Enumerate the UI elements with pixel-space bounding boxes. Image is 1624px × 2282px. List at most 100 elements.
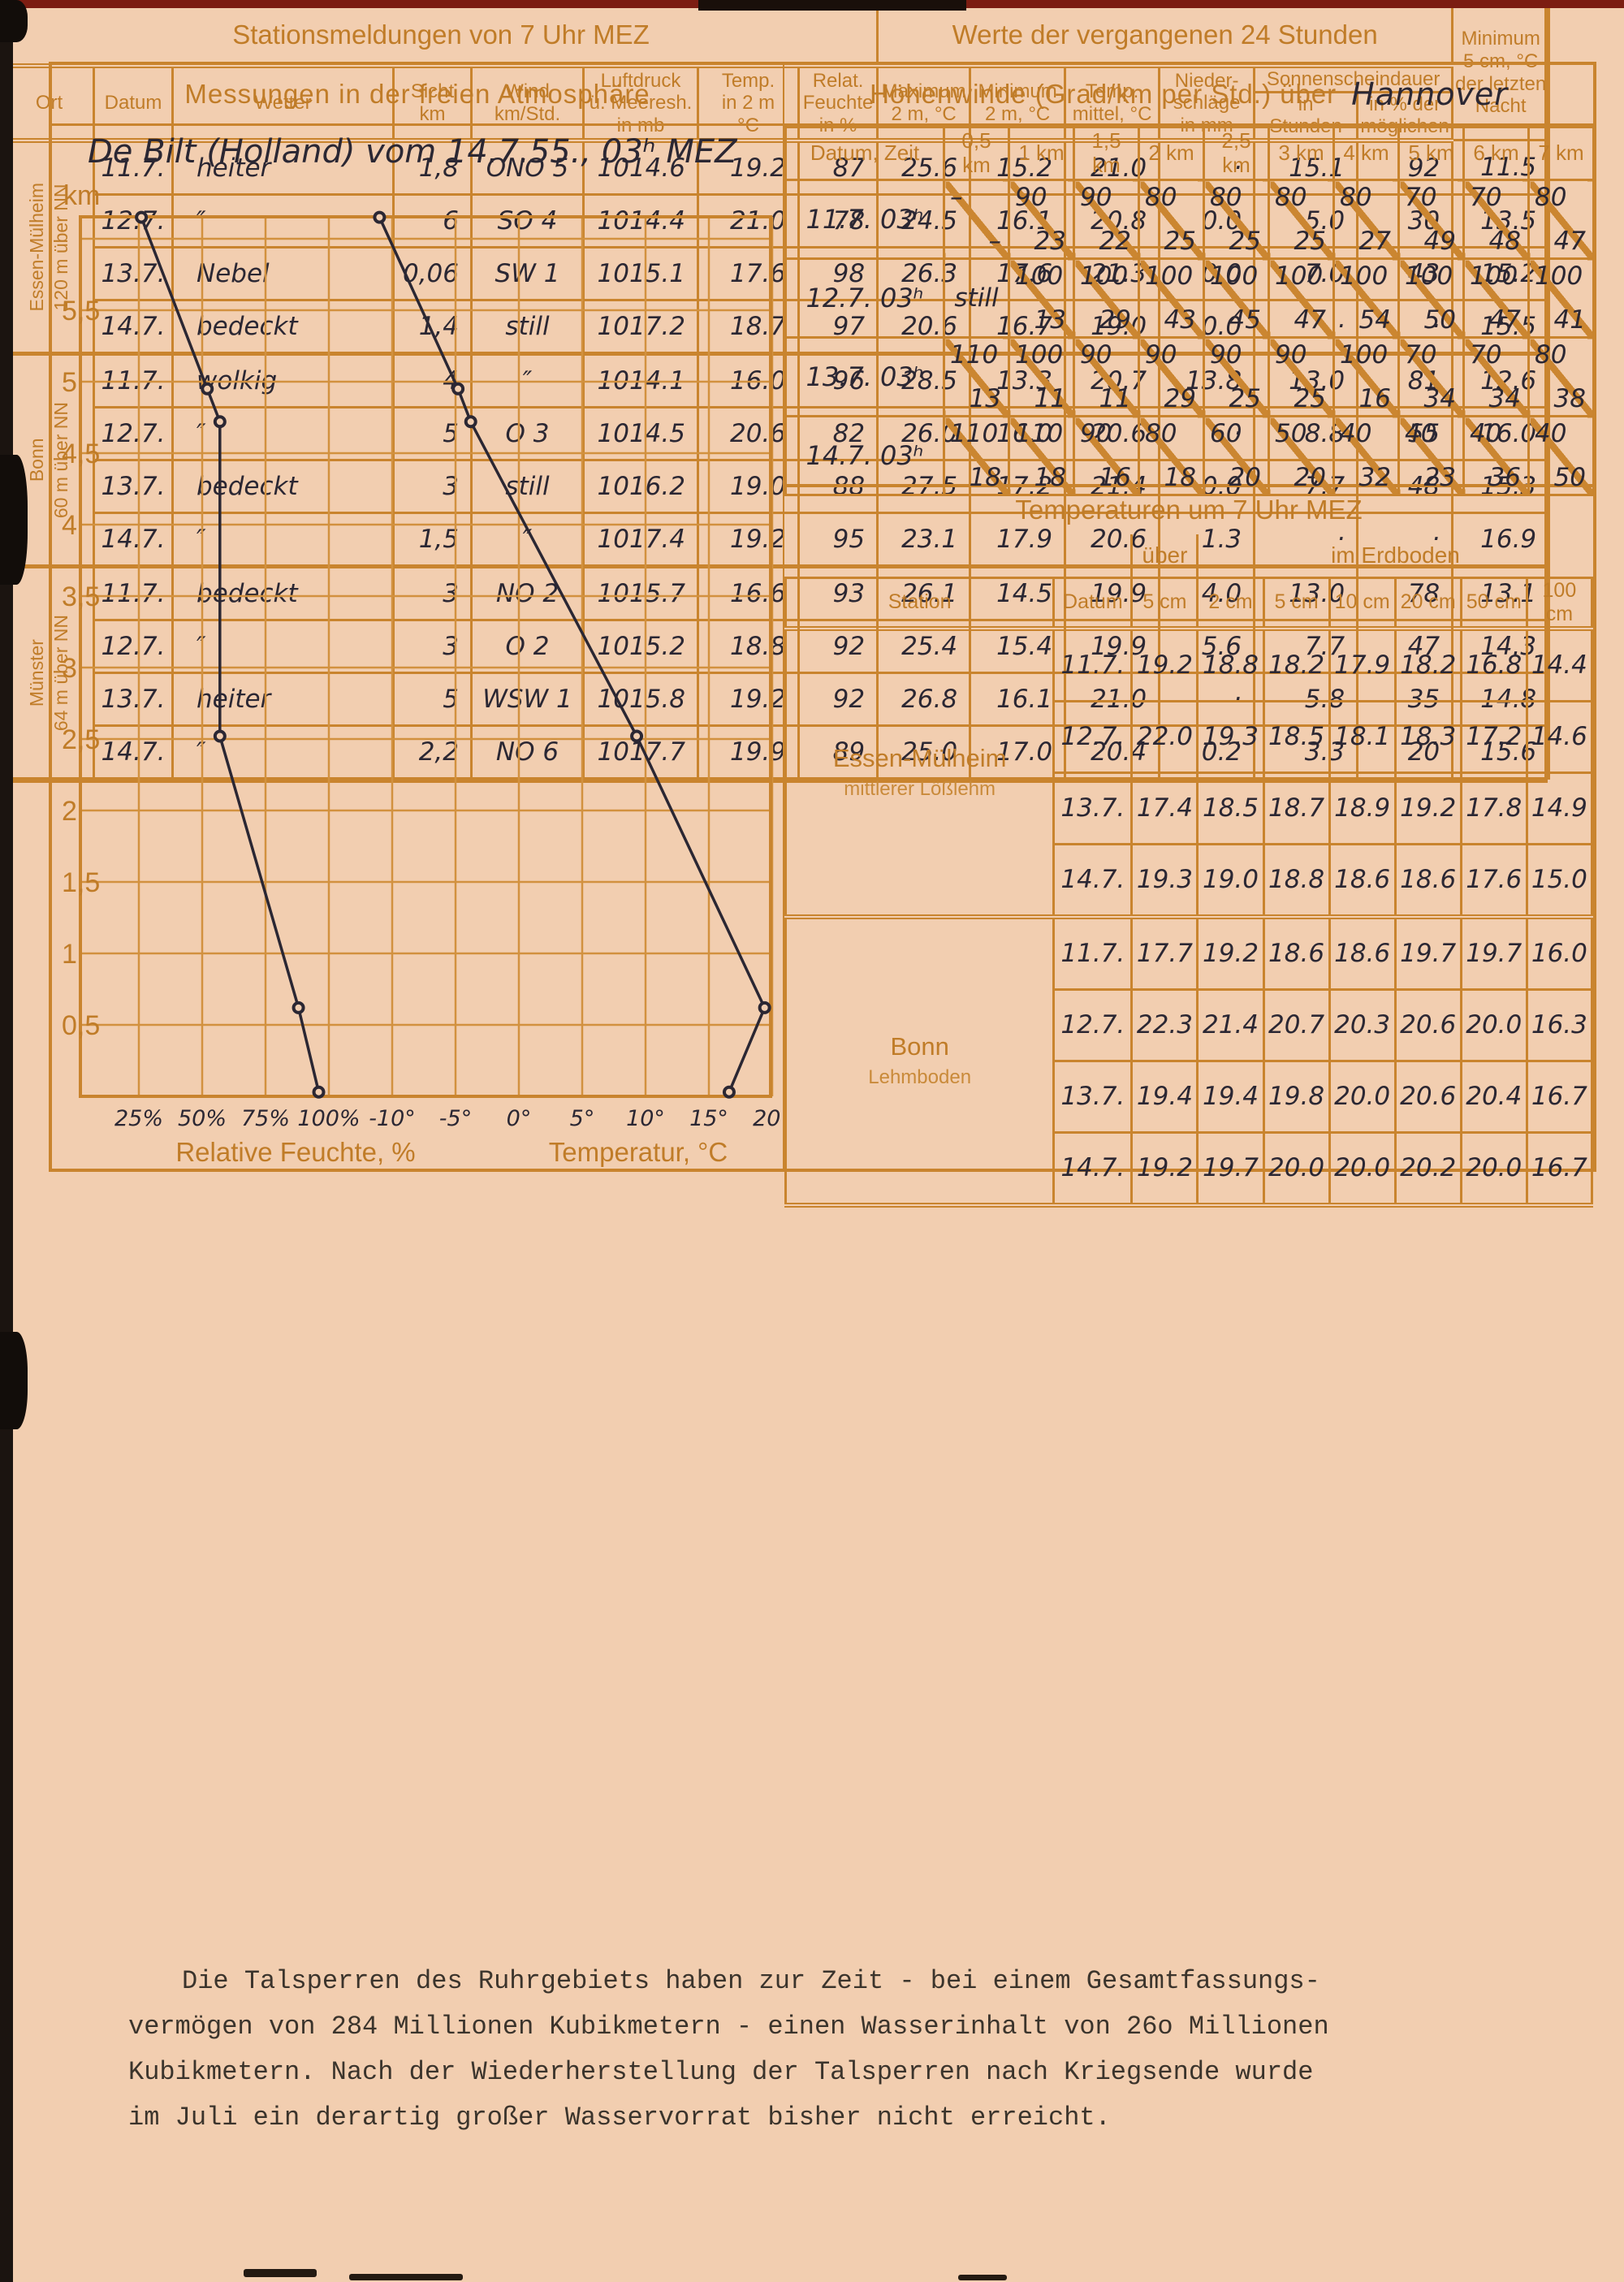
wind-cell: 80 25 xyxy=(1268,179,1335,260)
wind-cell: 90 16 xyxy=(1073,415,1140,496)
hoehenwinde-col-header: 3 km xyxy=(1268,126,1335,181)
soil-temperature-value: 19.2 xyxy=(1393,771,1462,845)
wind-direction: 90 xyxy=(1080,340,1112,370)
datum-cell: 13.7. xyxy=(93,245,174,301)
temperaturen-col-header: 20 cm xyxy=(1393,577,1462,631)
soil-temperature-value: 16.7 xyxy=(1525,1059,1594,1134)
wind-speed: 25 xyxy=(1229,227,1261,256)
soil-temperature-value: 18.1 xyxy=(1328,699,1397,774)
edge-blotch xyxy=(0,0,28,42)
svg-text:Relative Feuchte, %: Relative Feuchte, % xyxy=(175,1137,415,1167)
stations-col-header: Wetter xyxy=(171,64,395,143)
wind-cell: 100 41 xyxy=(1527,257,1595,339)
soil-temperature-value: 21.4 xyxy=(1196,988,1265,1062)
soil-temperature-value: 20.0 xyxy=(1262,1130,1331,1208)
station-soil-type: mittlerer Lößlehm xyxy=(844,778,996,800)
wind-cell: SW 1 xyxy=(470,245,585,301)
svg-text:5,5: 5,5 xyxy=(62,296,100,326)
svg-text:4: 4 xyxy=(62,510,77,541)
station-label-rotated: Münster 64 m über NN xyxy=(25,614,71,731)
soil-temperature-value: 16.3 xyxy=(1525,988,1594,1062)
wind-speed: 20 xyxy=(1294,463,1326,492)
datum-cell: 12.7. xyxy=(93,405,174,461)
hoehenwinde-row: 12.7. 03ʰ still 100 13 100 29 100 43 100 45 100 47 1… xyxy=(784,257,1595,339)
page-edge-left xyxy=(0,0,28,2282)
edge-mark xyxy=(244,2269,317,2277)
wind-speed: 25 xyxy=(1164,227,1196,256)
wind-cell: 60 20 xyxy=(1203,415,1270,496)
wind-speed: 50 xyxy=(1553,463,1586,492)
wind-value: still xyxy=(954,283,999,313)
wind-speed: 47 xyxy=(1488,305,1521,335)
datum-cell: 13.7. xyxy=(1052,771,1134,845)
header-im-erdboden: im Erdboden xyxy=(1331,542,1460,568)
sicht-cell: 5 xyxy=(392,405,473,461)
wind-cell: 80 47 xyxy=(1527,179,1595,260)
wind-speed: 16 xyxy=(1358,384,1391,413)
min_nacht-cell: 16.9 xyxy=(1451,511,1551,568)
wind-direction: 80 xyxy=(1535,340,1567,370)
soil-temperature-value: 19.8 xyxy=(1262,1059,1331,1134)
svg-text:100%: 100% xyxy=(297,1106,360,1131)
wind-speed: 22 xyxy=(1099,227,1131,256)
wind-direction: 70 xyxy=(1470,183,1502,212)
station-name: Bonn xyxy=(890,1032,949,1061)
wind-speed: 45 xyxy=(1229,305,1261,335)
wind-speed: 13 xyxy=(969,384,1001,413)
soil-temperature-value: 19.0 xyxy=(1196,842,1265,919)
wind-cell: – – xyxy=(943,179,1010,260)
soil-temperature-value: 20.0 xyxy=(1328,1130,1397,1208)
datum-zeit-cell: 14.7. 03ʰ xyxy=(784,415,945,496)
wetter-cell: wolkig xyxy=(171,351,395,408)
stationsmeldungen-title: Stationsmeldungen von 7 Uhr MEZ xyxy=(2,4,879,68)
wind-cell: NO 2 xyxy=(470,564,585,621)
wind-cell: 90 23 xyxy=(1008,179,1075,260)
wind-cell: 110 13 xyxy=(943,336,1010,417)
datum-cell: 13.7. xyxy=(93,458,174,514)
hoehenwinde-col-header: 2,5 km xyxy=(1203,126,1270,181)
soil-temperature-value: 17.8 xyxy=(1459,771,1528,845)
hoehenwinde-header-row: Datum, Zeit 0,5 km 1 km 1,5 km 2 km 2,5 km 3 k… xyxy=(784,126,1595,181)
wetter-cell: Nebel xyxy=(171,245,395,301)
wind-cell: 80 27 xyxy=(1332,179,1400,260)
svg-text:5: 5 xyxy=(62,367,77,398)
stations-col-header: Datum xyxy=(93,64,174,143)
wind-direction: 110 xyxy=(950,419,999,448)
wind-cell: 80 25 xyxy=(1138,179,1205,260)
wind-speed: 18 xyxy=(1034,463,1066,492)
section-title-row: Stationsmeldungen von 7 Uhr MEZ Werte de… xyxy=(2,3,1551,142)
hoehenwinde-row: 14.7. 03ʰ 110 18 110 18 90 16 80 18 60 20 50 20 40 32 4… xyxy=(784,415,1595,496)
wind-speed: 47 xyxy=(1553,227,1586,256)
datum-cell: 14.7. xyxy=(93,511,174,568)
wind-cell: 100 45 xyxy=(1203,257,1270,339)
soil-temperature-value: 18.6 xyxy=(1262,915,1331,991)
stations-col-header: Temp. in 2 m °C xyxy=(697,64,800,143)
soil-temperature-value: 20.6 xyxy=(1393,1059,1462,1134)
wind-speed: 41 xyxy=(1553,305,1586,335)
soil-temperature-value: 15.0 xyxy=(1525,842,1594,919)
soil-temperature-value: 17.9 xyxy=(1328,627,1397,702)
station-name: Essen-Mülheim xyxy=(832,744,1007,772)
wind-speed: 34 xyxy=(1488,384,1521,413)
hoehenwinde-col-header: 7 km xyxy=(1527,126,1595,181)
temperaturen-table: über im Erdboden Station Datum 5 cm 2 cm 5 c… xyxy=(784,534,1594,1208)
wind-direction: 90 xyxy=(1015,183,1047,212)
wind-cell: 40 36 xyxy=(1462,415,1530,496)
wind-direction: 100 xyxy=(1015,261,1064,291)
minimum-night-header: Minimum 5 cm, °C der letzten Nacht xyxy=(1451,3,1551,142)
svg-text:km: km xyxy=(63,180,100,211)
wind-direction: 100 xyxy=(1145,261,1194,291)
wind-cell: 40 32 xyxy=(1332,415,1400,496)
soil-temperature-value: 16.8 xyxy=(1459,627,1528,702)
wind-direction: 100 xyxy=(1210,261,1259,291)
datum-cell: 11.7. xyxy=(93,564,174,621)
soil-temperature-value: 19.2 xyxy=(1196,915,1265,991)
hoehenwinde-row: 11.7. 03ʰ – –90 23 90 22 80 25 80 25 80 25 80 27 70 49 7… xyxy=(784,179,1595,260)
datum-cell: 14.7. xyxy=(93,298,174,355)
wind-cell: 70 49 xyxy=(1397,179,1465,260)
free-atmosphere-chart-panel: Messungen in der freien Atmosphäre De Bi… xyxy=(49,62,784,1172)
soil-temperature-value: 20.2 xyxy=(1393,1130,1462,1208)
svg-text:15°: 15° xyxy=(689,1106,728,1131)
druck-cell: 1017.4 xyxy=(582,511,699,568)
